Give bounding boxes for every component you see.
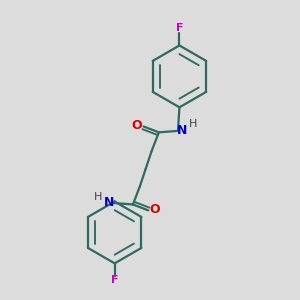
Text: H: H xyxy=(94,191,103,202)
Text: F: F xyxy=(176,23,183,33)
Text: N: N xyxy=(177,124,188,137)
Text: F: F xyxy=(111,275,118,285)
Text: H: H xyxy=(189,119,197,129)
Text: N: N xyxy=(104,196,115,209)
Text: O: O xyxy=(132,119,142,132)
Text: O: O xyxy=(149,203,160,216)
